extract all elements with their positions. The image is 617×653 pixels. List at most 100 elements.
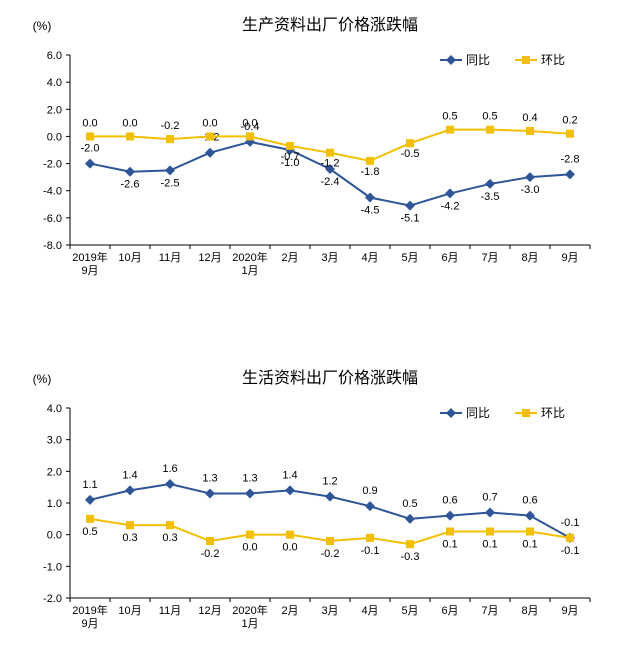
- marker-square: [286, 142, 294, 150]
- data-label: 0.0: [282, 542, 297, 554]
- data-label: 1.4: [122, 469, 137, 481]
- marker-square: [522, 56, 530, 64]
- marker-diamond: [525, 172, 535, 182]
- x-tick-label: 7月: [481, 605, 498, 617]
- y-tick-label: 4.0: [47, 403, 62, 415]
- data-label: -0.5: [401, 148, 420, 160]
- marker-diamond: [205, 148, 215, 158]
- legend-label: 同比: [466, 53, 490, 67]
- marker-diamond: [445, 511, 455, 521]
- marker-square: [406, 139, 414, 147]
- data-label: -2.5: [161, 177, 180, 189]
- data-label: -4.5: [361, 205, 380, 217]
- marker-diamond: [405, 201, 415, 211]
- marker-square: [166, 521, 174, 529]
- x-tick-label: 9月: [81, 265, 98, 277]
- x-tick-label: 7月: [481, 252, 498, 264]
- x-tick-label: 3月: [321, 252, 338, 264]
- data-label: -0.7: [281, 151, 300, 163]
- marker-square: [446, 126, 454, 134]
- x-tick-label: 6月: [441, 252, 458, 264]
- marker-diamond: [125, 167, 135, 177]
- y-tick-label: 0.0: [47, 131, 62, 143]
- marker-square: [166, 135, 174, 143]
- marker-diamond: [245, 489, 255, 499]
- data-label: 0.5: [82, 526, 97, 538]
- marker-diamond: [285, 485, 295, 495]
- x-tick-label: 6月: [441, 605, 458, 617]
- marker-square: [446, 528, 454, 536]
- marker-diamond: [485, 179, 495, 189]
- data-label: -3.5: [481, 191, 500, 203]
- y-tick-label: 4.0: [47, 77, 62, 89]
- marker-diamond: [405, 514, 415, 524]
- y-tick-label: -6.0: [43, 213, 62, 225]
- marker-diamond: [165, 479, 175, 489]
- marker-square: [566, 534, 574, 542]
- y-tick-label: 6.0: [47, 50, 62, 62]
- marker-diamond: [325, 492, 335, 502]
- marker-square: [86, 132, 94, 140]
- marker-diamond: [525, 511, 535, 521]
- marker-square: [526, 528, 534, 536]
- marker-square: [366, 157, 374, 165]
- x-tick-label: 12月: [198, 252, 221, 264]
- marker-square: [406, 540, 414, 548]
- y-unit: (%): [33, 372, 52, 386]
- x-tick-label: 2月: [281, 252, 298, 264]
- y-tick-label: 0.0: [47, 530, 62, 542]
- data-label: 0.5: [442, 111, 457, 123]
- data-label: -2.6: [121, 179, 140, 191]
- data-label: 0.5: [402, 498, 417, 510]
- data-label: -1.2: [321, 158, 340, 170]
- marker-square: [522, 409, 530, 417]
- x-tick-label: 1月: [241, 618, 258, 630]
- data-label: -0.1: [561, 545, 580, 557]
- data-label: 0.0: [202, 117, 217, 129]
- data-label: -2.0: [81, 143, 100, 155]
- x-tick-label: 11月: [159, 605, 181, 617]
- marker-diamond: [446, 408, 456, 418]
- marker-square: [486, 126, 494, 134]
- data-label: 0.3: [122, 532, 137, 544]
- data-label: -0.2: [321, 548, 340, 560]
- chart-2: 生活资料出厂价格涨跌幅(%)-2.0-1.00.01.02.03.04.0201…: [0, 353, 617, 653]
- data-label: 1.3: [242, 473, 257, 485]
- chart-title: 生产资料出厂价格涨跌幅: [242, 16, 418, 34]
- data-label: -5.1: [401, 213, 420, 225]
- data-label: 0.0: [122, 117, 137, 129]
- y-tick-label: -2.0: [43, 593, 62, 605]
- data-label: -0.2: [161, 120, 180, 132]
- marker-diamond: [85, 495, 95, 505]
- marker-diamond: [85, 159, 95, 169]
- marker-square: [326, 149, 334, 157]
- data-label: 0.1: [522, 539, 537, 551]
- data-label: 0.1: [442, 539, 457, 551]
- legend-label: 同比: [466, 406, 490, 420]
- data-label: 0.6: [522, 495, 537, 507]
- marker-square: [246, 132, 254, 140]
- chart-1-container: 生产资料出厂价格涨跌幅(%)-8.0-6.0-4.0-2.00.02.04.06…: [0, 0, 617, 300]
- y-tick-label: 3.0: [47, 435, 62, 447]
- x-tick-label: 4月: [361, 252, 378, 264]
- data-label: 0.4: [522, 112, 537, 124]
- marker-square: [326, 537, 334, 545]
- x-tick-label: 10月: [118, 252, 141, 264]
- x-tick-label: 4月: [361, 605, 378, 617]
- x-tick-label: 2019年: [72, 603, 107, 617]
- y-tick-label: -4.0: [43, 186, 62, 198]
- y-tick-label: -8.0: [43, 240, 62, 252]
- marker-diamond: [365, 501, 375, 511]
- data-label: 1.1: [82, 479, 97, 491]
- legend-label: 环比: [541, 406, 565, 420]
- data-label: 0.6: [442, 495, 457, 507]
- chart-2-container: 生活资料出厂价格涨跌幅(%)-2.0-1.00.01.02.03.04.0201…: [0, 353, 617, 653]
- data-label: -0.2: [201, 548, 220, 560]
- data-label: -3.0: [521, 184, 540, 196]
- x-tick-label: 2020年: [232, 250, 267, 264]
- data-label: 0.5: [482, 111, 497, 123]
- data-label: 0.2: [562, 115, 577, 127]
- x-tick-label: 11月: [159, 252, 181, 264]
- data-label: 1.2: [322, 476, 337, 488]
- marker-square: [566, 130, 574, 138]
